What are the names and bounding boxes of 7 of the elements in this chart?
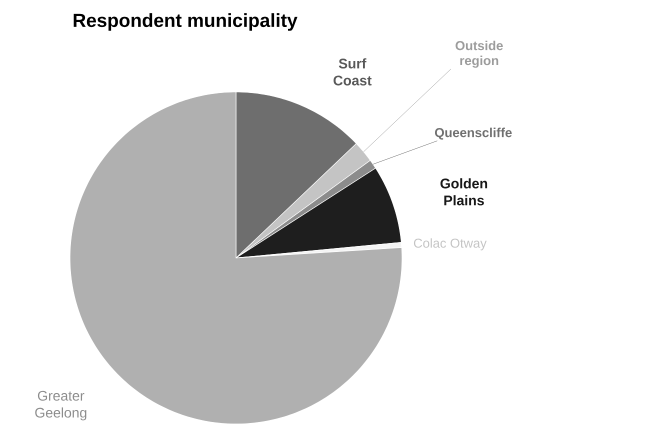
slice-label: Surf Coast — [334, 58, 372, 86]
slice-label: Queenscliffe — [434, 128, 512, 140]
slice-label: Outside region — [456, 40, 503, 68]
chart-title: Respondent municipality — [74, 13, 298, 31]
slice-label: Golden Plains — [440, 178, 488, 206]
slice-label: Greater Geelong — [35, 390, 86, 420]
slice-label: Colac Otway — [414, 238, 487, 250]
